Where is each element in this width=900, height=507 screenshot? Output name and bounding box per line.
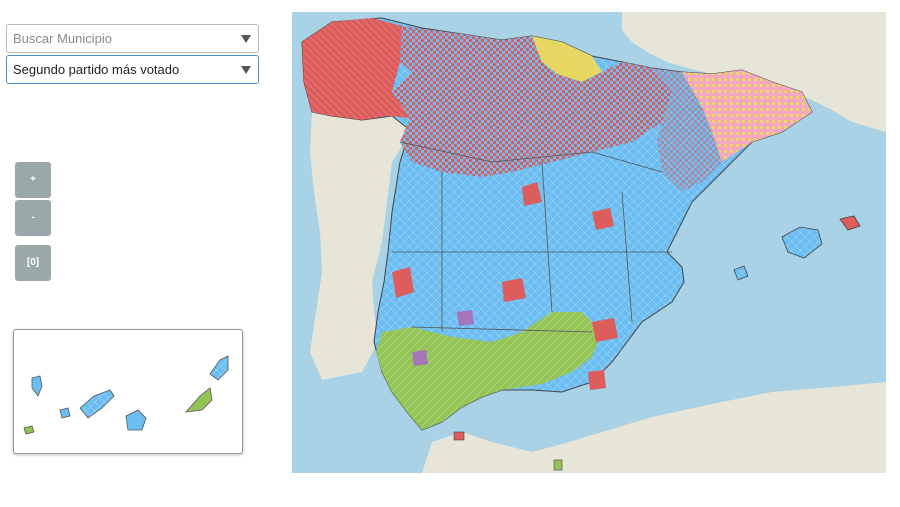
melilla[interactable] — [553, 459, 563, 471]
canary-islands-inset[interactable] — [13, 329, 243, 454]
morocco-land — [422, 382, 886, 473]
balearic-islands[interactable] — [733, 215, 861, 281]
map-canvas[interactable] — [292, 12, 886, 473]
reset-view-button[interactable]: [0] — [15, 245, 51, 281]
lanzarote[interactable] — [209, 355, 229, 381]
la-gomera[interactable] — [59, 407, 71, 419]
gran-canaria[interactable] — [125, 409, 147, 431]
zoom-out-button[interactable]: - — [15, 200, 51, 236]
el-hierro[interactable] — [23, 425, 35, 435]
france-land — [622, 12, 886, 132]
portugal-land — [310, 112, 412, 380]
tenerife[interactable] — [79, 389, 115, 419]
municipality-search-select[interactable]: Buscar Municipio — [6, 24, 259, 53]
election-map[interactable] — [292, 12, 886, 473]
zoom-in-button[interactable]: + — [15, 162, 51, 198]
chevron-down-icon[interactable] — [241, 66, 251, 74]
canary-islands-map[interactable] — [14, 330, 242, 453]
search-placeholder: Buscar Municipio — [13, 31, 112, 46]
view-mode-selected: Segundo partido más votado — [13, 62, 180, 77]
fuerteventura[interactable] — [185, 387, 213, 413]
la-palma[interactable] — [31, 375, 43, 397]
chevron-down-icon[interactable] — [241, 35, 251, 43]
ceuta[interactable] — [453, 431, 465, 441]
view-mode-select[interactable]: Segundo partido más votado — [6, 55, 259, 84]
spain-mainland[interactable] — [301, 17, 813, 431]
